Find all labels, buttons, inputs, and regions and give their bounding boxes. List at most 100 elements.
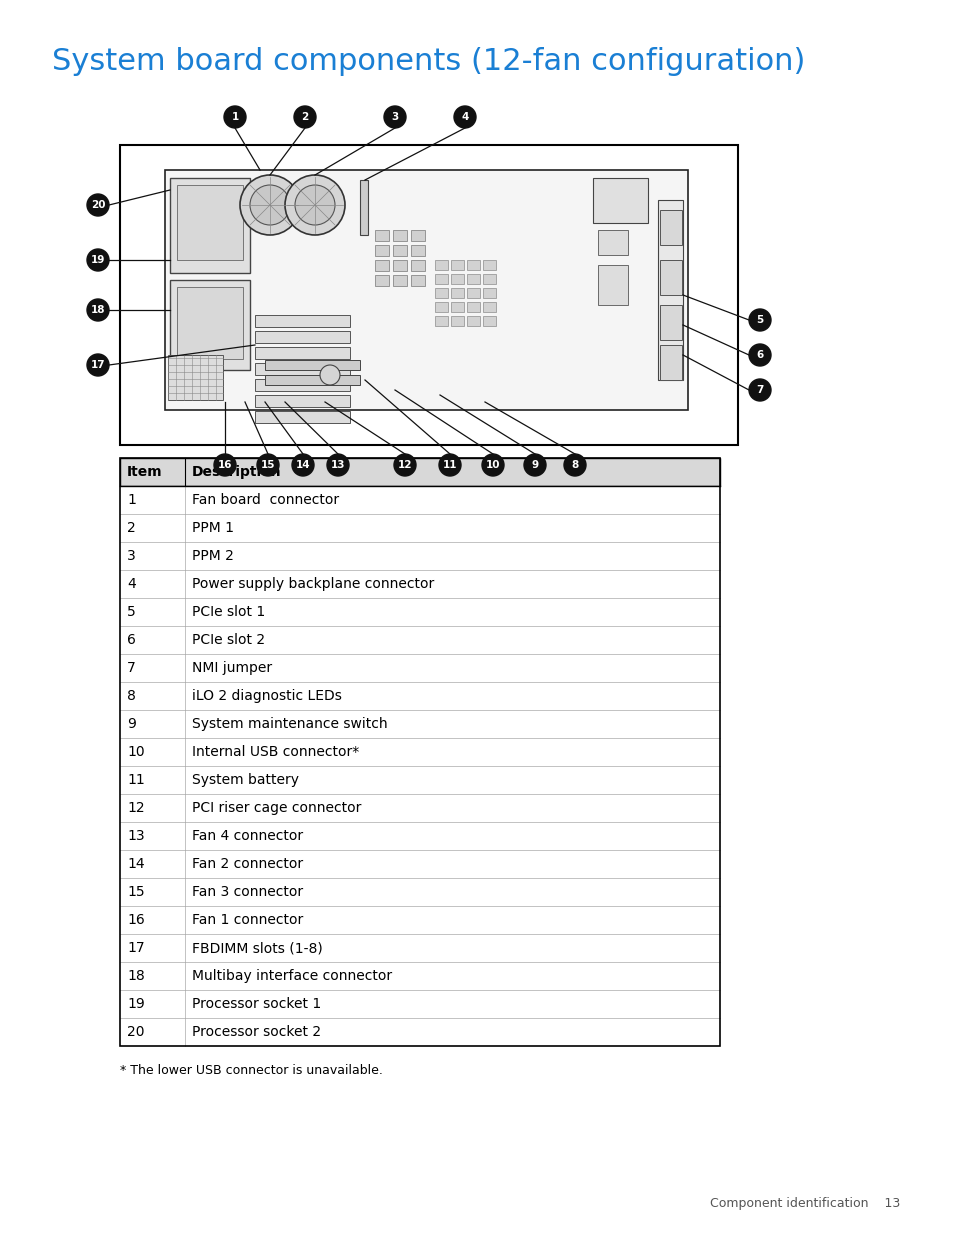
Circle shape [87, 354, 109, 375]
Bar [170, 280, 250, 370]
Bar [435, 316, 448, 326]
Bar [659, 345, 681, 380]
Text: Processor socket 1: Processor socket 1 [192, 997, 321, 1011]
Bar [451, 303, 463, 312]
Bar [165, 170, 687, 410]
Bar [467, 316, 479, 326]
Text: 1: 1 [127, 493, 135, 508]
Bar [120, 487, 720, 514]
Bar [120, 626, 720, 655]
Bar [120, 514, 720, 542]
Bar [265, 359, 359, 370]
Bar [393, 245, 407, 256]
Bar [359, 180, 368, 235]
Text: 5: 5 [127, 605, 135, 619]
Bar [254, 395, 350, 408]
Text: 14: 14 [295, 459, 310, 471]
Bar [598, 230, 627, 254]
Text: 16: 16 [127, 913, 145, 927]
Circle shape [224, 106, 246, 128]
Text: 20: 20 [91, 200, 105, 210]
Bar [170, 178, 250, 273]
Bar [254, 315, 350, 327]
Bar [435, 261, 448, 270]
Bar [254, 331, 350, 343]
Circle shape [294, 106, 315, 128]
Text: 3: 3 [127, 550, 135, 563]
Bar [482, 261, 496, 270]
Text: Fan board  connector: Fan board connector [192, 493, 338, 508]
Bar [393, 261, 407, 270]
Text: FBDIMM slots (1-8): FBDIMM slots (1-8) [192, 941, 322, 955]
Bar [120, 458, 720, 1046]
Bar [659, 261, 681, 295]
Bar [467, 274, 479, 284]
Text: 16: 16 [217, 459, 232, 471]
Circle shape [438, 454, 460, 475]
Text: Fan 2 connector: Fan 2 connector [192, 857, 303, 871]
Circle shape [87, 299, 109, 321]
Bar [265, 375, 359, 385]
Bar [177, 287, 243, 359]
Bar [120, 598, 720, 626]
Bar [254, 363, 350, 375]
Text: 6: 6 [127, 634, 135, 647]
Text: Fan 4 connector: Fan 4 connector [192, 829, 303, 844]
Bar [375, 230, 389, 241]
Bar [375, 275, 389, 287]
Text: 15: 15 [260, 459, 275, 471]
Text: Internal USB connector*: Internal USB connector* [192, 745, 359, 760]
Text: Description: Description [192, 466, 281, 479]
Text: 6: 6 [756, 350, 762, 359]
Text: 18: 18 [91, 305, 105, 315]
Circle shape [481, 454, 503, 475]
Circle shape [285, 175, 345, 235]
Text: 12: 12 [127, 802, 145, 815]
Circle shape [213, 454, 235, 475]
Bar [451, 288, 463, 298]
Text: 4: 4 [461, 112, 468, 122]
Text: Power supply backplane connector: Power supply backplane connector [192, 577, 434, 592]
Bar [120, 850, 720, 878]
Text: 17: 17 [91, 359, 105, 370]
Text: 8: 8 [571, 459, 578, 471]
Circle shape [748, 309, 770, 331]
Text: 2: 2 [127, 521, 135, 535]
Text: Item: Item [127, 466, 162, 479]
Bar [120, 878, 720, 906]
Bar [593, 178, 647, 224]
Text: PCIe slot 1: PCIe slot 1 [192, 605, 265, 619]
Bar [120, 823, 720, 850]
Text: 13: 13 [127, 829, 145, 844]
Text: 7: 7 [756, 385, 763, 395]
Bar [393, 275, 407, 287]
Bar [467, 261, 479, 270]
Bar [451, 316, 463, 326]
Text: Fan 3 connector: Fan 3 connector [192, 885, 303, 899]
Bar [451, 261, 463, 270]
Bar [120, 990, 720, 1018]
Circle shape [292, 454, 314, 475]
Text: Fan 1 connector: Fan 1 connector [192, 913, 303, 927]
Text: * The lower USB connector is unavailable.: * The lower USB connector is unavailable… [120, 1065, 382, 1077]
Bar [375, 245, 389, 256]
Bar [120, 766, 720, 794]
Circle shape [523, 454, 545, 475]
Text: 12: 12 [397, 459, 412, 471]
Bar [120, 906, 720, 934]
Text: 9: 9 [531, 459, 538, 471]
Bar [411, 230, 424, 241]
Bar [467, 303, 479, 312]
Circle shape [240, 175, 299, 235]
Text: PCI riser cage connector: PCI riser cage connector [192, 802, 361, 815]
Bar [659, 305, 681, 340]
Bar [451, 274, 463, 284]
Bar [482, 303, 496, 312]
Text: 20: 20 [127, 1025, 144, 1039]
Circle shape [256, 454, 278, 475]
Bar [435, 274, 448, 284]
Bar [482, 288, 496, 298]
Text: 4: 4 [127, 577, 135, 592]
Circle shape [327, 454, 349, 475]
Bar [411, 245, 424, 256]
